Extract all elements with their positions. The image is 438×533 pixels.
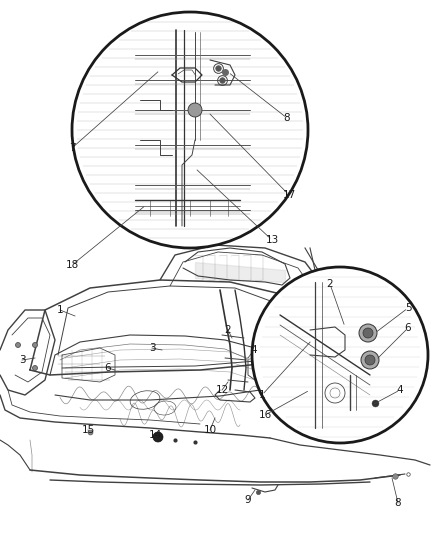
Text: 16: 16	[258, 410, 272, 420]
Text: 10: 10	[203, 425, 216, 435]
Circle shape	[361, 351, 379, 369]
Text: 9: 9	[245, 495, 251, 505]
Text: 8: 8	[395, 498, 401, 508]
Text: 5: 5	[405, 303, 411, 313]
Circle shape	[32, 366, 38, 370]
Text: 18: 18	[65, 260, 79, 270]
Text: 1: 1	[57, 305, 64, 315]
Text: 4: 4	[397, 385, 403, 395]
Text: 6: 6	[105, 363, 111, 373]
Text: 2: 2	[225, 325, 231, 335]
Text: 3: 3	[19, 355, 25, 365]
Text: 13: 13	[265, 235, 279, 245]
Circle shape	[72, 12, 308, 248]
Circle shape	[32, 343, 38, 348]
Text: 17: 17	[283, 190, 296, 200]
Text: 8: 8	[284, 113, 290, 123]
Text: 1: 1	[259, 390, 265, 400]
Text: 3: 3	[148, 343, 155, 353]
Text: 12: 12	[215, 385, 229, 395]
Text: 2: 2	[327, 279, 333, 289]
Circle shape	[252, 267, 428, 443]
Circle shape	[188, 103, 202, 117]
Circle shape	[359, 324, 377, 342]
Circle shape	[365, 355, 375, 365]
Text: 15: 15	[81, 425, 95, 435]
Text: 4: 4	[251, 345, 257, 355]
Circle shape	[153, 432, 163, 442]
Circle shape	[15, 343, 21, 348]
Circle shape	[363, 328, 373, 338]
Text: 7: 7	[69, 143, 75, 153]
Text: 14: 14	[148, 430, 162, 440]
Text: 6: 6	[405, 323, 411, 333]
